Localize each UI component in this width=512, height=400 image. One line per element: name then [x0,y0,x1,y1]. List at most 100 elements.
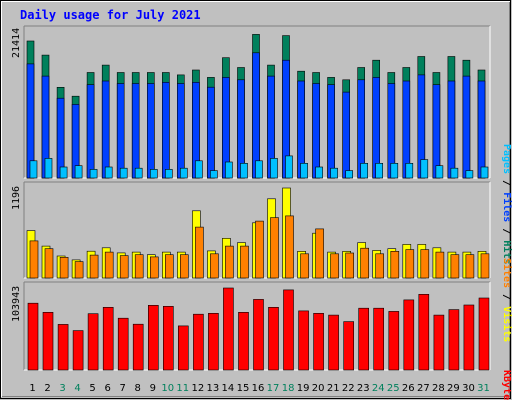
pages-bar [165,169,173,179]
sites-bar [420,249,430,279]
visits-max-label: 1196 [11,186,22,210]
kbytes-bar [463,304,475,371]
sites-bar [390,251,400,279]
kbytes-bar [178,325,189,371]
day-label: 13 [207,383,220,394]
sites-bar [240,245,249,279]
kbytes-bar [148,304,159,371]
frame-bevel-dark [2,396,510,397]
pages-bar [150,169,158,179]
day-label: 19 [297,383,310,394]
kbytes-bar [343,321,355,371]
files-bar [101,80,110,179]
sites-bar [150,256,159,279]
kbytes-bar [403,299,415,371]
sites-bar [345,252,355,279]
sites-bar [315,228,324,279]
sites-bar [300,253,309,279]
day-label: 10 [161,383,174,394]
pages-bar [59,166,68,179]
pages-bar [74,165,83,179]
day-label: 7 [120,383,126,394]
pages-bar [134,167,143,179]
sites-bar [29,240,39,279]
kbytes-bar [448,309,460,371]
legend-visits: Visits [501,306,512,342]
day-label: 21 [327,383,340,394]
sites-bar [360,247,370,279]
day-label: 11 [176,383,189,394]
kbytes-bar [102,306,114,371]
pages-bar [225,161,233,179]
files-bar [207,86,215,179]
day-label: 22 [342,383,355,394]
kbytes-bar [42,311,54,371]
day-label: 23 [357,383,370,394]
kbytes-max-label: 103943 [11,286,22,322]
pages-bar [195,160,203,179]
kbytes-bar [238,311,249,371]
legend-separator: / [501,180,512,186]
sites-bar [435,251,445,279]
day-label: 1 [29,383,35,394]
pages-bar [104,166,113,179]
files-bar [342,91,351,179]
sites-bar [210,253,219,279]
pages-bar [420,159,429,179]
sites-bar [330,253,339,279]
sites-bar [74,261,84,279]
files-bar [252,52,260,179]
sites-bar [375,253,385,279]
files-bar [177,83,185,179]
pages-bar [255,160,263,179]
files-bar [462,75,471,179]
kbytes-bar [117,317,129,371]
legend-bottom: KBytes [501,370,512,400]
day-label: 8 [135,383,141,394]
legend-top: Pages / Files / Hits [501,144,512,265]
day-label: 20 [312,383,325,394]
day-label: 26 [402,383,415,394]
sites-bar [195,226,204,279]
frame-bevel-light [1,1,510,2]
day-label: 31 [477,383,490,394]
sites-bar [465,254,475,279]
chart-title: Daily usage for July 2021 [20,8,201,22]
files-bar [56,97,65,179]
kbytes-bar [163,305,174,371]
legend-mid: Sites / Visits [501,258,512,342]
day-label: 30 [462,383,475,394]
frame-bevel-light-left [1,1,2,397]
files-bar [372,77,381,179]
pages-bar [180,167,188,179]
day-label: 9 [150,383,156,394]
day-label: 16 [252,383,265,394]
sites-bar [255,220,264,279]
hits-files-pages-panel [23,25,491,179]
kbytes-bar [418,293,430,371]
sites-bar [134,254,144,279]
kbytes-bar [208,312,219,371]
day-label: 17 [267,383,280,394]
sites-bar [180,254,189,279]
sites-bar [285,215,294,279]
pages-bar [29,160,38,179]
kbytes-bar [478,297,490,371]
pages-bar [360,163,369,179]
legend-kbytes: KBytes [501,370,512,400]
kbytes-bar [253,299,264,371]
files-bar [447,80,456,179]
frame-bevel-dark-right [509,2,510,397]
legend-files: Files [501,192,512,222]
kbytes-bar [223,287,234,371]
pages-bar [300,163,308,179]
sites-bar [450,254,460,279]
day-label: 24 [372,383,385,394]
pages-bar [315,166,323,179]
day-label: 3 [59,383,65,394]
legend-pages: Pages [501,144,512,174]
kbytes-bar [57,324,69,371]
sites-bar [480,253,490,279]
sites-bar [225,245,234,279]
